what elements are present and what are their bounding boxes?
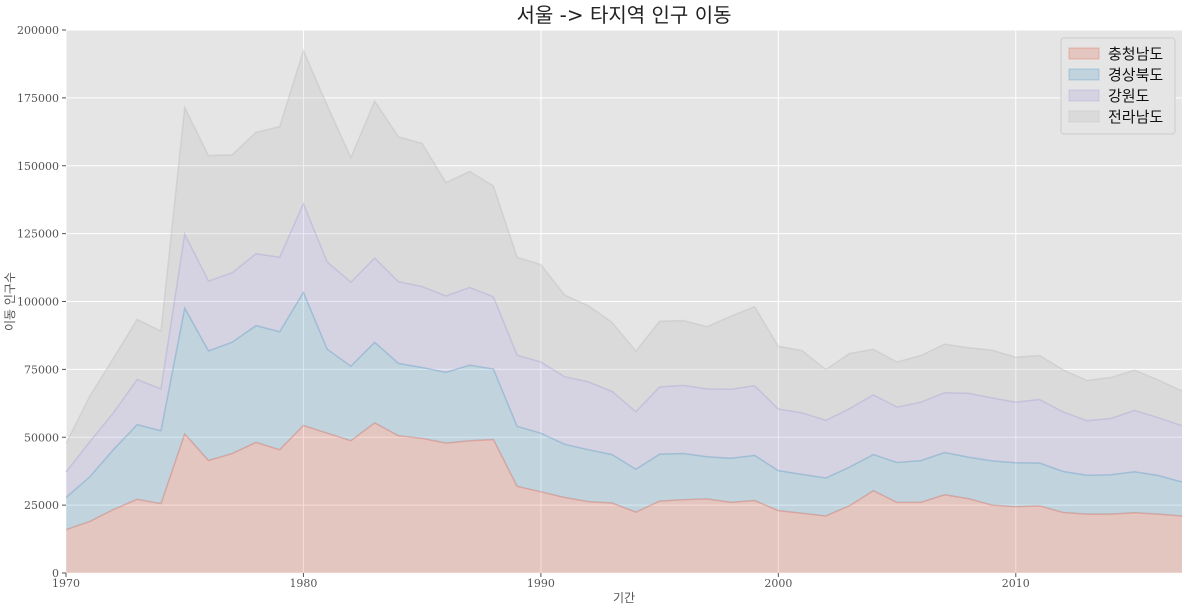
y-tick-label: 0: [52, 567, 59, 580]
y-tick-label: 125000: [17, 228, 59, 241]
axis-ticks: 0 25000 50000 75000 100000 125000 150000 175000…: [17, 24, 1030, 590]
series-line-4: [65, 48, 1183, 444]
legend-swatch-2: [1068, 68, 1100, 81]
y-tick-label: 25000: [24, 499, 59, 512]
y-tick-label: 150000: [17, 160, 59, 173]
x-tick-label: 1970: [52, 577, 80, 590]
y-tick-label: 75000: [24, 363, 59, 376]
series-line-2: [65, 290, 1183, 499]
y-tick-label: 200000: [17, 24, 59, 37]
x-axis-title: 기간: [613, 591, 635, 605]
legend-label-3: 강원도: [1108, 87, 1150, 105]
legend-box: [1060, 37, 1176, 135]
x-tick-label: 2000: [764, 577, 792, 590]
y-tick-label: 100000: [17, 296, 59, 309]
legend-label-4: 전라남도: [1108, 108, 1163, 126]
grid-lines: [65, 29, 1182, 574]
stacked-areas: [65, 48, 1183, 573]
chart-title: 서울 -> 타지역 인구 이동: [516, 3, 731, 27]
y-axis-title: 이동 인구수: [3, 272, 17, 331]
series-area-3: [66, 203, 1182, 498]
x-tick-label: 2010: [1002, 577, 1030, 590]
y-tick-label: 50000: [24, 431, 59, 444]
legend-label-1: 충청남도: [1108, 45, 1163, 63]
series-line-1: [65, 422, 1183, 531]
series-area-1: [66, 422, 1182, 573]
legend-swatch-3: [1068, 89, 1100, 102]
y-tick-label: 175000: [17, 92, 59, 105]
x-tick-label: 1990: [527, 577, 555, 590]
series-area-4: [66, 50, 1182, 473]
legend-label-2: 경상북도: [1108, 66, 1163, 84]
x-tick-label: 1980: [289, 577, 317, 590]
legend-swatch-1: [1068, 47, 1100, 60]
series-line-3: [65, 201, 1183, 473]
series-area-2: [66, 292, 1182, 530]
legend-swatch-4: [1068, 110, 1100, 123]
